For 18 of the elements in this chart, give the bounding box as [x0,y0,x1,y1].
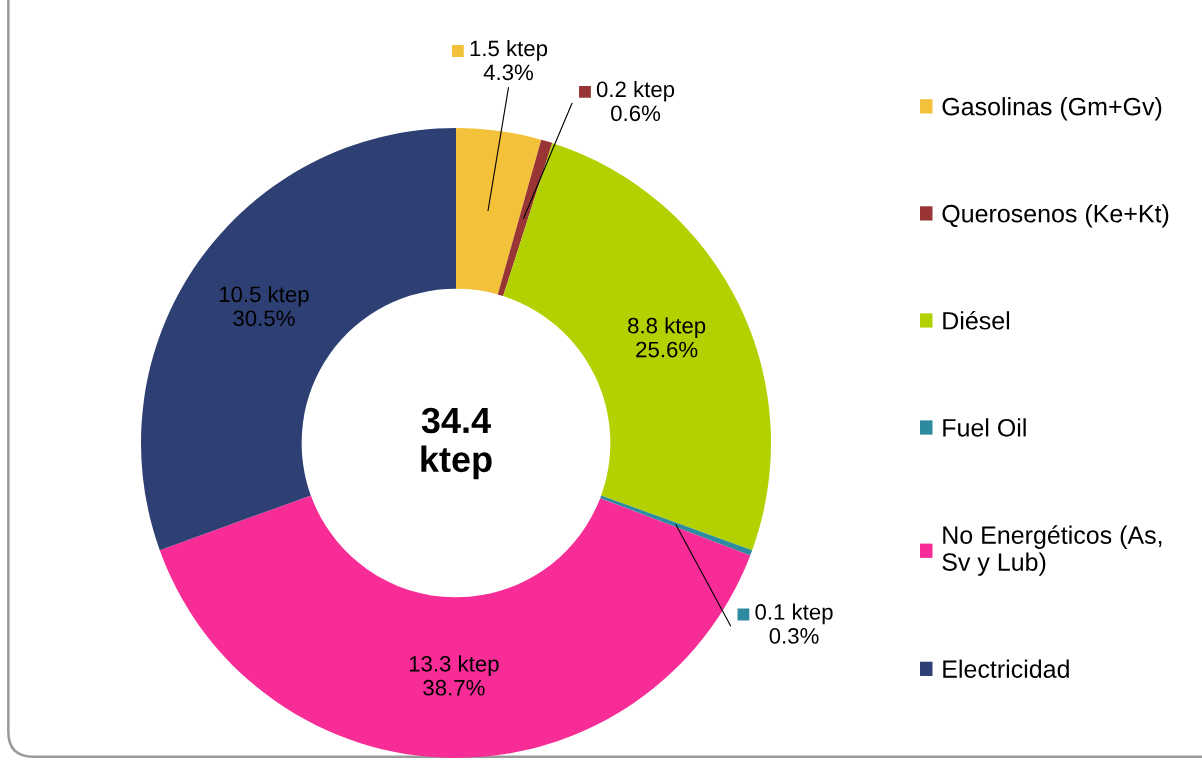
legend-label: Querosenos (Ke+Kt) [942,204,1169,228]
donut-slice [600,495,753,556]
donut-slice [159,495,751,758]
legend-label: Gasolinas (Gm+Gv) [942,97,1162,121]
data-label: 0.1 ktep 0.3% [755,603,833,644]
data-label: 10.5 ktep 30.5% [219,285,309,327]
legend-label: Fuel Oil [943,418,1026,437]
text: 34.4 ktep [421,407,492,480]
legend-label: Electricidad [943,659,1069,678]
donut-slice [456,128,542,295]
data-label: 0.2 ktep 0.6% [596,80,675,122]
legend-label: Diésel [943,310,1010,330]
data-label: 1.5 ktep 4.3% [470,39,548,81]
data-label: 13.3 ktep 38.7% [409,655,499,696]
legend-label: No Energéticos (As, Sv y Lub) [942,525,1162,576]
donut-slice [497,139,553,297]
donut-slice [503,143,771,551]
data-label: 8.8 ktep 25.6% [628,317,706,358]
